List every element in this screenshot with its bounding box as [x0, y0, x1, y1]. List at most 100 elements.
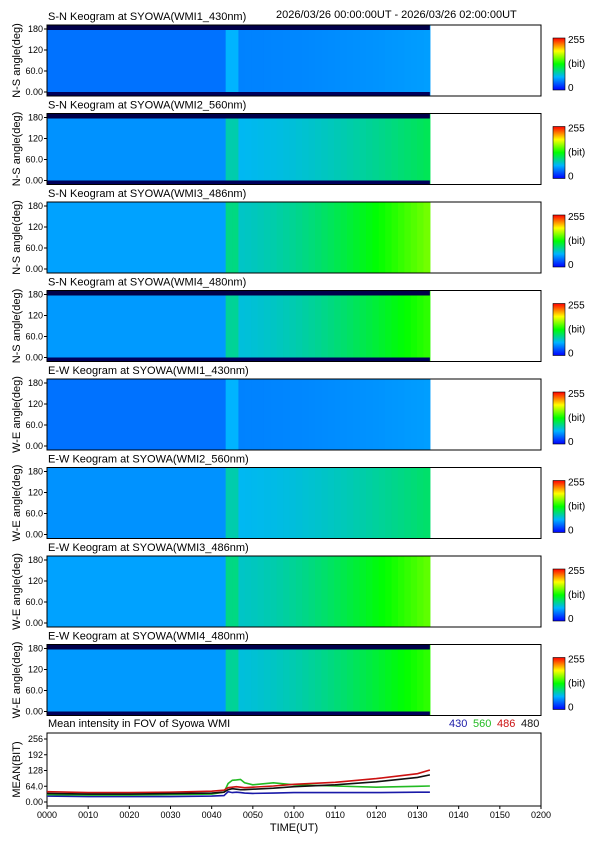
keogram-column	[302, 202, 310, 273]
keogram-panel: E-W Keogram at SYOWA(WMI2_560nm) 180 120 60…	[11, 454, 585, 542]
keogram-column	[334, 202, 342, 273]
keogram-column	[98, 202, 106, 273]
keogram-column	[423, 113, 431, 185]
keogram-column	[136, 644, 144, 716]
keogram-column	[238, 556, 246, 627]
keogram-column	[193, 556, 201, 627]
keogram-column	[200, 467, 208, 539]
keogram-column	[353, 379, 361, 450]
keogram-column	[257, 467, 265, 539]
keogram-column	[423, 25, 431, 96]
keogram-column	[289, 202, 297, 273]
keogram-column	[359, 467, 367, 539]
keogram-column	[334, 556, 342, 627]
keogram-column	[187, 644, 195, 716]
keogram-column	[283, 202, 291, 273]
y-tick-label: 60.0	[25, 509, 43, 519]
keogram-column	[85, 202, 93, 273]
y-tick-label: 0.00	[25, 797, 43, 807]
x-tick-label: 0010	[78, 810, 98, 820]
keogram-column	[397, 202, 405, 273]
keogram-column	[206, 644, 214, 716]
keogram-column	[47, 113, 54, 185]
keogram-column	[200, 113, 208, 185]
keogram-column	[104, 290, 112, 362]
keogram-column	[129, 379, 137, 450]
keogram-column	[257, 202, 265, 273]
keogram-column	[276, 467, 284, 539]
y-tick-label: 180	[28, 467, 43, 477]
keogram-column	[78, 379, 86, 450]
keogram-column	[98, 379, 106, 450]
plot-frame	[46, 24, 542, 97]
keogram-top-band	[47, 644, 430, 650]
keogram-column	[129, 467, 137, 539]
keogram-column	[423, 290, 431, 362]
keogram-column	[225, 556, 233, 627]
keogram-column	[110, 379, 118, 450]
keogram-column	[193, 379, 201, 450]
keogram-column	[295, 467, 303, 539]
colorbar-max-label: 255	[568, 124, 585, 135]
keogram-column	[378, 202, 386, 273]
keogram-column	[321, 467, 329, 539]
keogram-column	[142, 467, 150, 539]
keogram-column	[353, 556, 361, 627]
x-tick-label: 0150	[490, 810, 510, 820]
keogram-column	[78, 113, 86, 185]
keogram-column	[123, 379, 131, 450]
keogram-column	[417, 25, 425, 96]
keogram-column	[53, 290, 61, 362]
keogram-column	[423, 202, 431, 273]
x-tick-label: 0000	[37, 810, 57, 820]
colorbar-max-label: 255	[568, 655, 585, 666]
keogram-column	[129, 202, 137, 273]
keogram-column	[321, 379, 329, 450]
keogram-column	[276, 113, 284, 185]
keogram-column	[91, 25, 99, 96]
keogram-column	[238, 202, 246, 273]
keogram-column	[334, 113, 342, 185]
keogram-column	[72, 379, 80, 450]
keogram-column	[346, 290, 354, 362]
colorbar	[552, 126, 566, 179]
keogram-column	[47, 379, 54, 450]
keogram-column	[53, 644, 61, 716]
keogram-panel: E-W Keogram at SYOWA(WMI1_430nm) 180 120 60…	[11, 365, 585, 453]
keogram-column	[327, 113, 335, 185]
keogram-column	[168, 379, 176, 450]
keogram-column	[244, 113, 252, 185]
keogram-column	[385, 202, 393, 273]
keogram-column	[187, 202, 195, 273]
keogram-column	[117, 290, 125, 362]
keogram-column	[283, 467, 291, 539]
keogram-column	[327, 644, 335, 716]
keogram-column	[98, 467, 106, 539]
keogram-column	[219, 202, 227, 273]
keogram-column	[251, 25, 259, 96]
keogram-title: E-W Keogram at SYOWA(WMI2_560nm)	[48, 454, 249, 466]
keogram-column	[397, 379, 405, 450]
keogram-column	[168, 290, 176, 362]
keogram-column	[404, 467, 412, 539]
keogram-column	[327, 556, 335, 627]
keogram-column	[346, 202, 354, 273]
colorbar-max-label: 255	[568, 478, 585, 489]
keogram-column	[155, 379, 163, 450]
keogram-column	[123, 113, 131, 185]
keogram-column	[340, 202, 348, 273]
keogram-column	[212, 290, 220, 362]
colorbar-unit-label: (bit)	[568, 59, 585, 70]
keogram-column	[98, 556, 106, 627]
keogram-top-band	[47, 113, 430, 119]
keogram-column	[161, 379, 169, 450]
keogram-column	[232, 644, 240, 716]
keogram-column	[53, 25, 61, 96]
plot-frame	[46, 644, 542, 716]
keogram-column	[187, 113, 195, 185]
keogram-column	[174, 467, 182, 539]
keogram-column	[142, 113, 150, 185]
keogram-column	[200, 644, 208, 716]
keogram-column	[149, 644, 157, 716]
keogram-column	[315, 113, 322, 185]
